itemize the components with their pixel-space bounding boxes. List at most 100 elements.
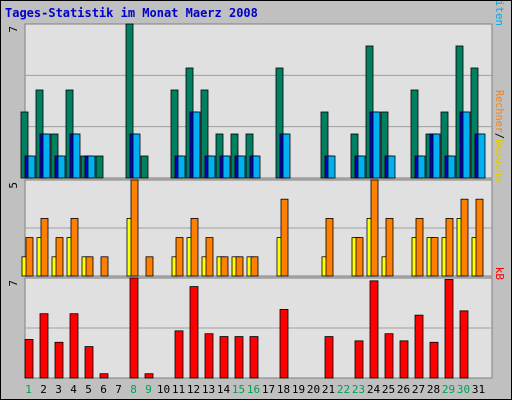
bar-kb-day-21 — [324, 336, 334, 379]
bar-rechner-day-13 — [205, 237, 214, 277]
y-axis-label-part: Besuche — [493, 139, 506, 182]
bar-kb-day-24 — [369, 280, 379, 379]
bar-rechner-day-27 — [415, 217, 424, 277]
x-tick-label-day-5: 5 — [85, 383, 92, 396]
bar-rechner-day-6 — [100, 256, 109, 277]
x-tick-label-day-22: 22 — [337, 383, 350, 396]
x-tick-label-day-8: 8 — [130, 383, 137, 396]
bar-seiten-day-23 — [357, 155, 366, 179]
bar-kb-day-4 — [69, 313, 79, 379]
bar-seiten-day-16 — [252, 155, 261, 179]
x-tick-label-day-23: 23 — [352, 383, 365, 396]
bar-anfragen-day-6 — [95, 155, 104, 179]
bar-anfragen-day-1 — [20, 111, 29, 179]
x-tick-label-day-11: 11 — [172, 383, 185, 396]
bar-seiten-day-11 — [177, 155, 186, 179]
x-tick-label-day-26: 26 — [397, 383, 410, 396]
bar-kb-day-30 — [459, 310, 469, 379]
bar-kb-day-25 — [384, 333, 394, 379]
bar-anfragen-day-13 — [200, 89, 209, 179]
bar-kb-day-26 — [399, 340, 409, 379]
x-tick-label-day-17: 17 — [262, 383, 275, 396]
bar-rechner-day-4 — [70, 217, 79, 277]
bar-anfragen-day-8 — [125, 23, 134, 179]
bar-seiten-day-21 — [327, 155, 336, 179]
bar-seiten-day-3 — [57, 155, 66, 179]
chart-panel-1: 7 Anfragen/Dateien/Seiten — [7, 0, 506, 179]
bar-seiten-day-25 — [387, 155, 396, 179]
x-tick-label-day-1: 1 — [25, 383, 32, 396]
bar-kb-day-14 — [219, 336, 229, 379]
bar-seiten-day-2 — [42, 133, 51, 179]
y-axis-label: Rechner/Besuche — [493, 90, 506, 182]
bar-rechner-day-29 — [445, 217, 454, 277]
x-tick-label-day-2: 2 — [40, 383, 47, 396]
bar-seiten-day-4 — [72, 133, 81, 179]
x-tick-label-day-29: 29 — [442, 383, 455, 396]
x-tick-label-day-31: 31 — [472, 383, 485, 396]
bar-seiten-day-29 — [447, 155, 456, 179]
y-max-label: 7 — [7, 280, 20, 287]
bar-anfragen-day-18 — [275, 67, 284, 179]
x-tick-label-day-7: 7 — [115, 383, 122, 396]
x-tick-label-day-4: 4 — [70, 383, 77, 396]
bar-seiten-day-24 — [372, 111, 381, 179]
bar-rechner-day-3 — [55, 237, 64, 277]
bar-rechner-day-8 — [130, 179, 139, 277]
bar-kb-day-15 — [234, 336, 244, 379]
bar-rechner-day-28 — [430, 237, 439, 277]
bar-rechner-day-30 — [460, 198, 469, 277]
x-tick-label-day-13: 13 — [202, 383, 215, 396]
bar-rechner-day-24 — [370, 179, 379, 277]
bar-anfragen-day-11 — [170, 89, 179, 179]
bar-rechner-day-2 — [40, 217, 49, 277]
bar-kb-day-12 — [189, 286, 199, 379]
bar-anfragen-day-27 — [410, 89, 419, 179]
bar-seiten-day-28 — [432, 133, 441, 179]
bar-rechner-day-9 — [145, 256, 154, 277]
bar-seiten-day-18 — [282, 133, 291, 179]
bar-anfragen-day-9 — [140, 155, 149, 179]
bar-rechner-day-12 — [190, 217, 199, 277]
bar-kb-day-11 — [174, 330, 184, 379]
bar-rechner-day-18 — [280, 198, 289, 277]
bar-rechner-day-21 — [325, 217, 334, 277]
x-tick-label-day-27: 27 — [412, 383, 425, 396]
bar-kb-day-1 — [24, 339, 34, 379]
y-axis-label-part: Seiten — [493, 0, 506, 26]
x-tick-label-day-9: 9 — [145, 383, 152, 396]
bar-rechner-day-14 — [220, 256, 229, 277]
x-tick-label-day-16: 16 — [247, 383, 260, 396]
bar-seiten-day-5 — [87, 155, 96, 179]
bar-anfragen-day-31 — [470, 67, 479, 179]
bar-anfragen-day-21 — [320, 111, 329, 179]
x-tick-label-day-14: 14 — [217, 383, 231, 396]
bar-kb-day-13 — [204, 333, 214, 379]
bar-seiten-day-30 — [462, 111, 471, 179]
bar-rechner-day-11 — [175, 237, 184, 277]
y-max-label: 5 — [7, 182, 20, 189]
x-tick-label-day-24: 24 — [367, 383, 381, 396]
y-axis-label-part: kB — [493, 267, 506, 281]
bar-anfragen-day-25 — [380, 111, 389, 179]
bar-seiten-day-15 — [237, 155, 246, 179]
bar-kb-day-8 — [129, 277, 139, 379]
x-tick-label-day-19: 19 — [292, 383, 305, 396]
bar-seiten-day-31 — [477, 133, 486, 179]
x-tick-label-day-10: 10 — [157, 383, 170, 396]
bar-rechner-day-23 — [355, 237, 364, 277]
chart-panel-3: 7 kB — [7, 267, 506, 379]
chart-panel-2: 5 Rechner/Besuche — [7, 90, 506, 277]
bar-rechner-day-1 — [25, 237, 34, 277]
bar-seiten-day-12 — [192, 111, 201, 179]
x-tick-label-day-12: 12 — [187, 383, 200, 396]
x-tick-label-day-18: 18 — [277, 383, 290, 396]
bar-kb-day-18 — [279, 309, 289, 379]
bar-kb-day-2 — [39, 313, 49, 379]
bar-rechner-day-31 — [475, 198, 484, 277]
bar-seiten-day-13 — [207, 155, 216, 179]
bar-seiten-day-14 — [222, 155, 231, 179]
bar-anfragen-day-29 — [440, 111, 449, 179]
bar-kb-day-28 — [429, 341, 439, 379]
